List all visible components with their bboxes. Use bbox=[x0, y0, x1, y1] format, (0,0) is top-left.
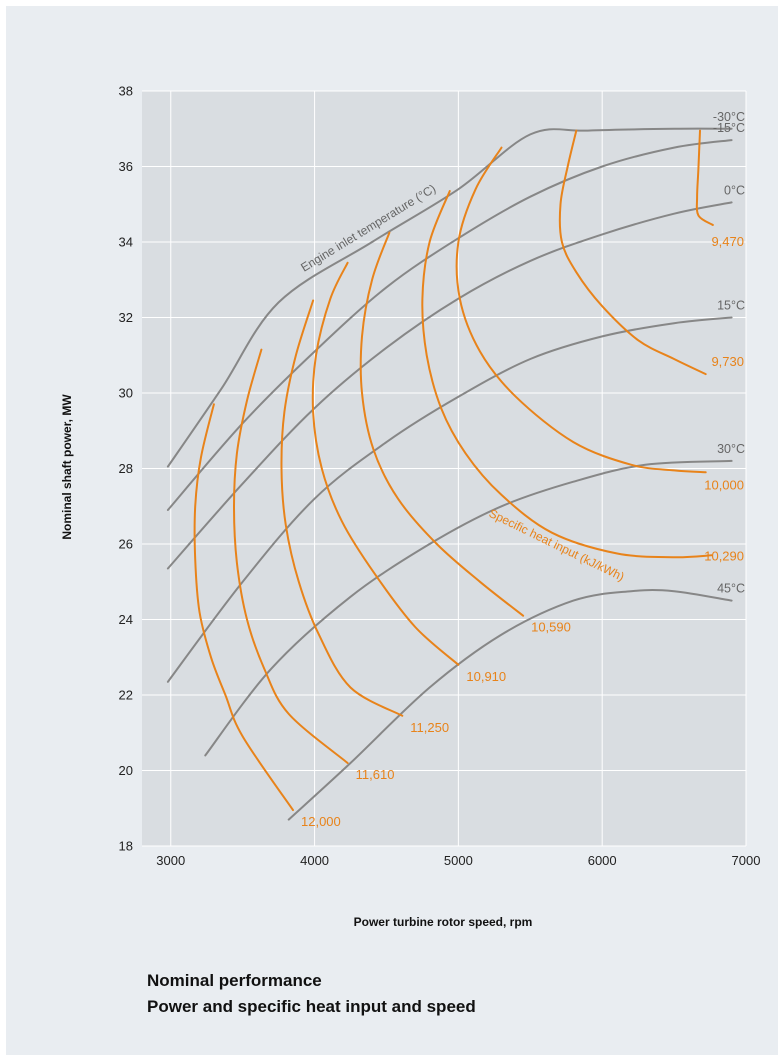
heat-input-series-label: 10,290 bbox=[704, 548, 744, 563]
x-axis-title: Power turbine rotor speed, rpm bbox=[354, 915, 533, 929]
heat-input-line bbox=[280, 299, 404, 717]
heat-input-line bbox=[359, 231, 525, 617]
temperature-series-label: 0°C bbox=[724, 183, 745, 197]
x-tick-label: 6000 bbox=[588, 853, 617, 868]
heat-input-line bbox=[455, 146, 707, 474]
heat-input-series-label: 11,610 bbox=[356, 767, 395, 782]
caption-title: Nominal performance bbox=[147, 971, 322, 990]
temperature-series-label: 30°C bbox=[717, 442, 745, 456]
y-tick-label: 36 bbox=[119, 159, 133, 174]
y-tick-label: 34 bbox=[119, 235, 133, 250]
heat-input-line bbox=[193, 403, 294, 812]
tick-labels: 18 20 22 24 26 28 30 32 34 36 38 3000 4000 5000 6000 70… bbox=[119, 84, 761, 869]
y-tick-label: 24 bbox=[119, 612, 133, 627]
heat-input-line bbox=[311, 261, 460, 666]
y-tick-label: 30 bbox=[119, 386, 133, 401]
caption-subtitle: Power and specific heat input and speed bbox=[147, 997, 476, 1016]
temperature-series-label: 15°C bbox=[717, 299, 745, 313]
performance-chart: 18 20 22 24 26 28 30 32 34 36 38 3000 4000 5000 6000 70… bbox=[60, 84, 761, 930]
chart-card: 18 20 22 24 26 28 30 32 34 36 38 3000 4000 5000 6000 70… bbox=[6, 6, 778, 1055]
heat-input-series-label: 10,590 bbox=[531, 620, 571, 635]
y-tick-label: 22 bbox=[119, 688, 133, 703]
gridlines bbox=[142, 90, 747, 847]
heat-input-line bbox=[695, 129, 714, 226]
temperature-line bbox=[166, 127, 733, 468]
y-tick-label: 28 bbox=[119, 461, 133, 476]
heat-input-series-label: 10,000 bbox=[704, 477, 744, 492]
x-tick-label: 3000 bbox=[156, 853, 185, 868]
y-tick-label: 26 bbox=[119, 537, 133, 552]
x-tick-label: 5000 bbox=[444, 853, 473, 868]
y-axis-title: Nominal shaft power, MW bbox=[60, 394, 74, 540]
heat-input-series-label: 9,730 bbox=[711, 354, 744, 369]
x-tick-label: 4000 bbox=[300, 853, 329, 868]
heat-input-series-label: 11,250 bbox=[410, 720, 449, 735]
temperature-series-label: -15°C bbox=[713, 121, 745, 135]
heat-input-curves bbox=[193, 129, 714, 812]
heat-input-line bbox=[421, 190, 713, 559]
temperature-line bbox=[166, 201, 733, 570]
y-tick-label: 32 bbox=[119, 310, 133, 325]
heat-input-line bbox=[558, 129, 707, 376]
y-tick-label: 20 bbox=[119, 763, 133, 778]
y-tick-label: 18 bbox=[119, 839, 133, 854]
heat-input-series-label: 12,000 bbox=[301, 814, 341, 829]
temperature-series-label: 45°C bbox=[717, 582, 745, 596]
x-tick-label: 7000 bbox=[732, 853, 761, 868]
temperature-series-label: -30°C bbox=[713, 110, 745, 124]
figure-caption: Nominal performance Power and specific h… bbox=[147, 968, 476, 1020]
series-labels: -30°C-15°C 0°C 15°C 30°C 45°C 9,470 9,730 10,00… bbox=[301, 110, 745, 829]
heat-input-line bbox=[233, 348, 349, 764]
heat-input-series-label: 9,470 bbox=[711, 234, 744, 249]
y-tick-label: 38 bbox=[119, 84, 133, 99]
heat-input-series-label: 10,910 bbox=[466, 669, 506, 684]
temperature-line bbox=[166, 139, 733, 511]
temperature-line bbox=[287, 589, 733, 821]
temperature-curves bbox=[166, 127, 733, 821]
